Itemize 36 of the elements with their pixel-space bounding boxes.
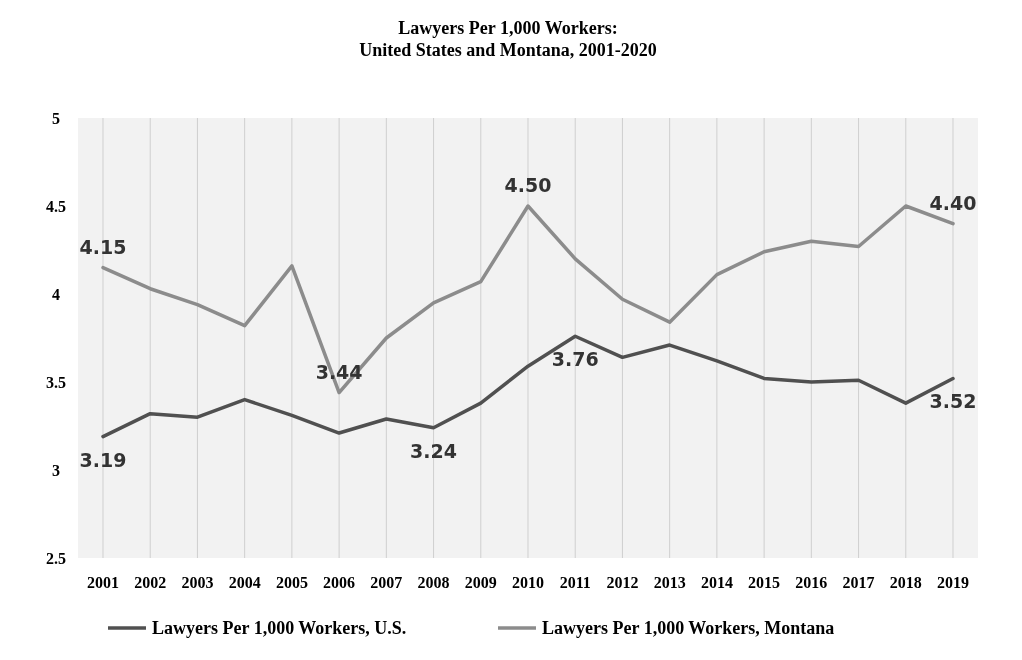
x-tick-label: 2018 — [889, 574, 922, 591]
x-tick-label: 2013 — [653, 574, 686, 591]
data-label: 3.19 — [79, 448, 127, 471]
legend-label: Lawyers Per 1,000 Workers, Montana — [542, 618, 835, 639]
data-label: 3.44 — [315, 360, 363, 383]
x-tick-label: 2010 — [512, 574, 544, 591]
y-tick-label: 5 — [52, 109, 60, 127]
x-tick-label: 2008 — [417, 574, 450, 591]
data-label: 4.15 — [79, 235, 127, 258]
x-tick-label: 2001 — [87, 574, 119, 591]
y-tick-label: 4.5 — [46, 197, 66, 215]
x-tick-label: 2007 — [370, 574, 403, 591]
x-tick-label: 2009 — [464, 574, 497, 591]
x-tick-label: 2016 — [795, 574, 828, 591]
y-tick-label: 4 — [52, 285, 60, 303]
x-tick-label: 2006 — [323, 574, 356, 591]
y-tick-label: 3.5 — [46, 373, 66, 391]
y-tick-label: 3 — [52, 461, 60, 479]
data-label: 4.50 — [504, 174, 552, 196]
data-label: 3.24 — [410, 439, 457, 462]
data-label: 3.76 — [551, 348, 599, 371]
x-tick-label: 2019 — [937, 574, 969, 591]
x-tick-label: 2012 — [606, 574, 639, 591]
legend-label: Lawyers Per 1,000 Workers, U.S. — [152, 618, 407, 639]
chart-title: Lawyers Per 1,000 Workers: United States and Montana, 2001-2020 — [359, 18, 657, 60]
x-tick-label: 2005 — [275, 574, 308, 591]
x-tick-label: 2014 — [700, 574, 733, 591]
data-label: 3.52 — [929, 390, 977, 413]
data-label: 4.40 — [929, 191, 977, 214]
x-tick-label: 2004 — [228, 574, 261, 591]
x-tick-label: 2003 — [181, 574, 214, 591]
x-tick-label: 2015 — [748, 574, 781, 591]
y-tick-label: 2.5 — [46, 549, 66, 567]
x-tick-label: 2002 — [134, 574, 167, 591]
x-tick-label: 2017 — [842, 574, 875, 591]
x-tick-label: 2011 — [559, 574, 591, 591]
